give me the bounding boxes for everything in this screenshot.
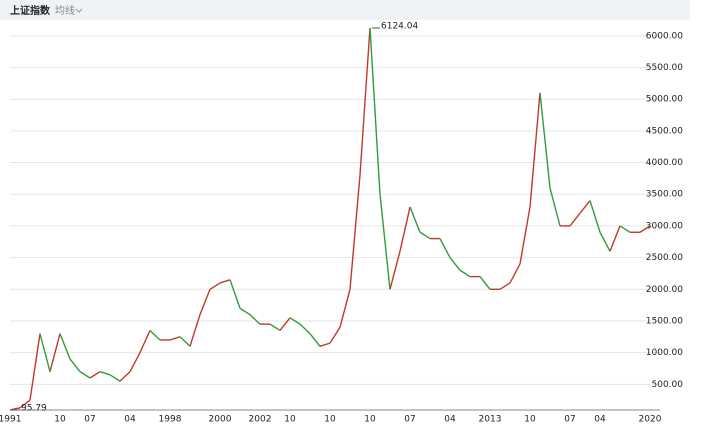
price-segment bbox=[299, 323, 311, 335]
annotation: 95.79 bbox=[21, 403, 47, 413]
price-segment bbox=[509, 263, 521, 284]
x-tick-label: 10 bbox=[364, 415, 376, 425]
price-segment bbox=[29, 333, 41, 401]
price-segment bbox=[69, 358, 81, 373]
price-segment bbox=[219, 279, 231, 284]
price-segment bbox=[369, 27, 381, 195]
x-tick-label: 04 bbox=[124, 415, 136, 425]
x-tick-label: 1998 bbox=[159, 415, 182, 425]
price-segment bbox=[189, 314, 201, 347]
price-segment bbox=[379, 194, 391, 290]
x-tick-label: 10 bbox=[524, 415, 536, 425]
price-segment bbox=[199, 289, 211, 315]
x-tick-label: 2013 bbox=[479, 415, 502, 425]
price-segment bbox=[49, 333, 61, 372]
y-tick-label: 4000.00 bbox=[646, 158, 683, 168]
price-segment bbox=[569, 212, 581, 227]
price-segment bbox=[179, 336, 191, 347]
y-tick-label: 3500.00 bbox=[646, 190, 683, 200]
price-segment bbox=[269, 323, 281, 332]
y-tick-label: 500.00 bbox=[652, 380, 684, 390]
x-tick-label: 2002 bbox=[249, 415, 272, 425]
price-segment bbox=[149, 329, 161, 341]
price-segment bbox=[539, 92, 551, 188]
price-segment bbox=[339, 289, 351, 328]
y-tick-label: 1000.00 bbox=[646, 348, 683, 358]
price-segment bbox=[319, 342, 331, 347]
x-tick-label: 04 bbox=[594, 415, 606, 425]
price-segment bbox=[529, 92, 541, 207]
price-segment bbox=[359, 27, 371, 176]
price-segment bbox=[519, 206, 531, 265]
price-segment bbox=[619, 225, 631, 233]
price-segment bbox=[169, 336, 181, 341]
price-segment bbox=[479, 276, 491, 290]
x-tick-label: 10 bbox=[324, 415, 336, 425]
price-segment bbox=[459, 269, 471, 278]
x-tick-label: 10 bbox=[284, 415, 296, 425]
price-segment bbox=[249, 314, 261, 325]
price-segment bbox=[139, 330, 151, 353]
price-segment bbox=[499, 282, 511, 290]
price-segment bbox=[549, 187, 561, 227]
price-segment bbox=[9, 407, 21, 411]
price-segment bbox=[279, 317, 291, 331]
price-segment bbox=[129, 352, 141, 372]
y-tick-label: 1500.00 bbox=[646, 316, 683, 326]
x-tick-label: 2020 bbox=[639, 415, 662, 425]
price-segment bbox=[99, 370, 111, 376]
annotation: 6124.04 bbox=[381, 21, 418, 31]
price-segment bbox=[239, 307, 251, 316]
price-segment bbox=[59, 333, 71, 360]
price-segment bbox=[579, 200, 591, 214]
price-segment bbox=[409, 206, 421, 233]
price-segment bbox=[119, 371, 131, 382]
chart-title: 上证指数 bbox=[10, 4, 51, 17]
price-segment bbox=[109, 374, 121, 382]
price-segment bbox=[229, 279, 241, 309]
price-segment bbox=[39, 333, 51, 372]
y-tick-label: 2000.00 bbox=[646, 285, 683, 295]
price-segment bbox=[329, 326, 341, 344]
y-tick-label: 5000.00 bbox=[646, 95, 683, 105]
dropdown-icon[interactable] bbox=[75, 8, 83, 13]
price-segment bbox=[589, 200, 601, 233]
y-tick-label: 2500.00 bbox=[646, 253, 683, 263]
y-tick-label: 3000.00 bbox=[646, 221, 683, 231]
price-segment bbox=[639, 225, 651, 233]
x-tick-label: 10 bbox=[54, 415, 66, 425]
y-tick-label: 6000.00 bbox=[646, 31, 683, 41]
price-segment bbox=[309, 333, 321, 347]
price-segment bbox=[419, 231, 431, 240]
price-segment bbox=[79, 371, 91, 379]
price-segment bbox=[349, 175, 361, 290]
price-segment bbox=[449, 257, 461, 271]
price-segment bbox=[399, 206, 411, 252]
x-tick-label: 07 bbox=[564, 415, 575, 425]
price-segment bbox=[439, 238, 451, 258]
price-segment bbox=[19, 399, 31, 409]
x-tick-label: 04 bbox=[444, 415, 456, 425]
x-tick-label: 07 bbox=[84, 415, 95, 425]
price-segment bbox=[209, 282, 221, 290]
x-tick-label: 07 bbox=[404, 415, 415, 425]
x-tick-label: 1991 bbox=[0, 415, 21, 425]
price-segment bbox=[389, 251, 401, 290]
price-segment bbox=[599, 231, 611, 252]
y-tick-label: 4500.00 bbox=[646, 126, 683, 136]
price-segment bbox=[609, 225, 621, 252]
header-bar bbox=[0, 0, 690, 20]
x-tick-label: 2000 bbox=[209, 415, 232, 425]
y-tick-label: 5500.00 bbox=[646, 63, 683, 73]
price-segment bbox=[89, 371, 101, 379]
ma-toggle[interactable]: 均线 bbox=[55, 4, 75, 17]
price-segment bbox=[289, 317, 301, 325]
